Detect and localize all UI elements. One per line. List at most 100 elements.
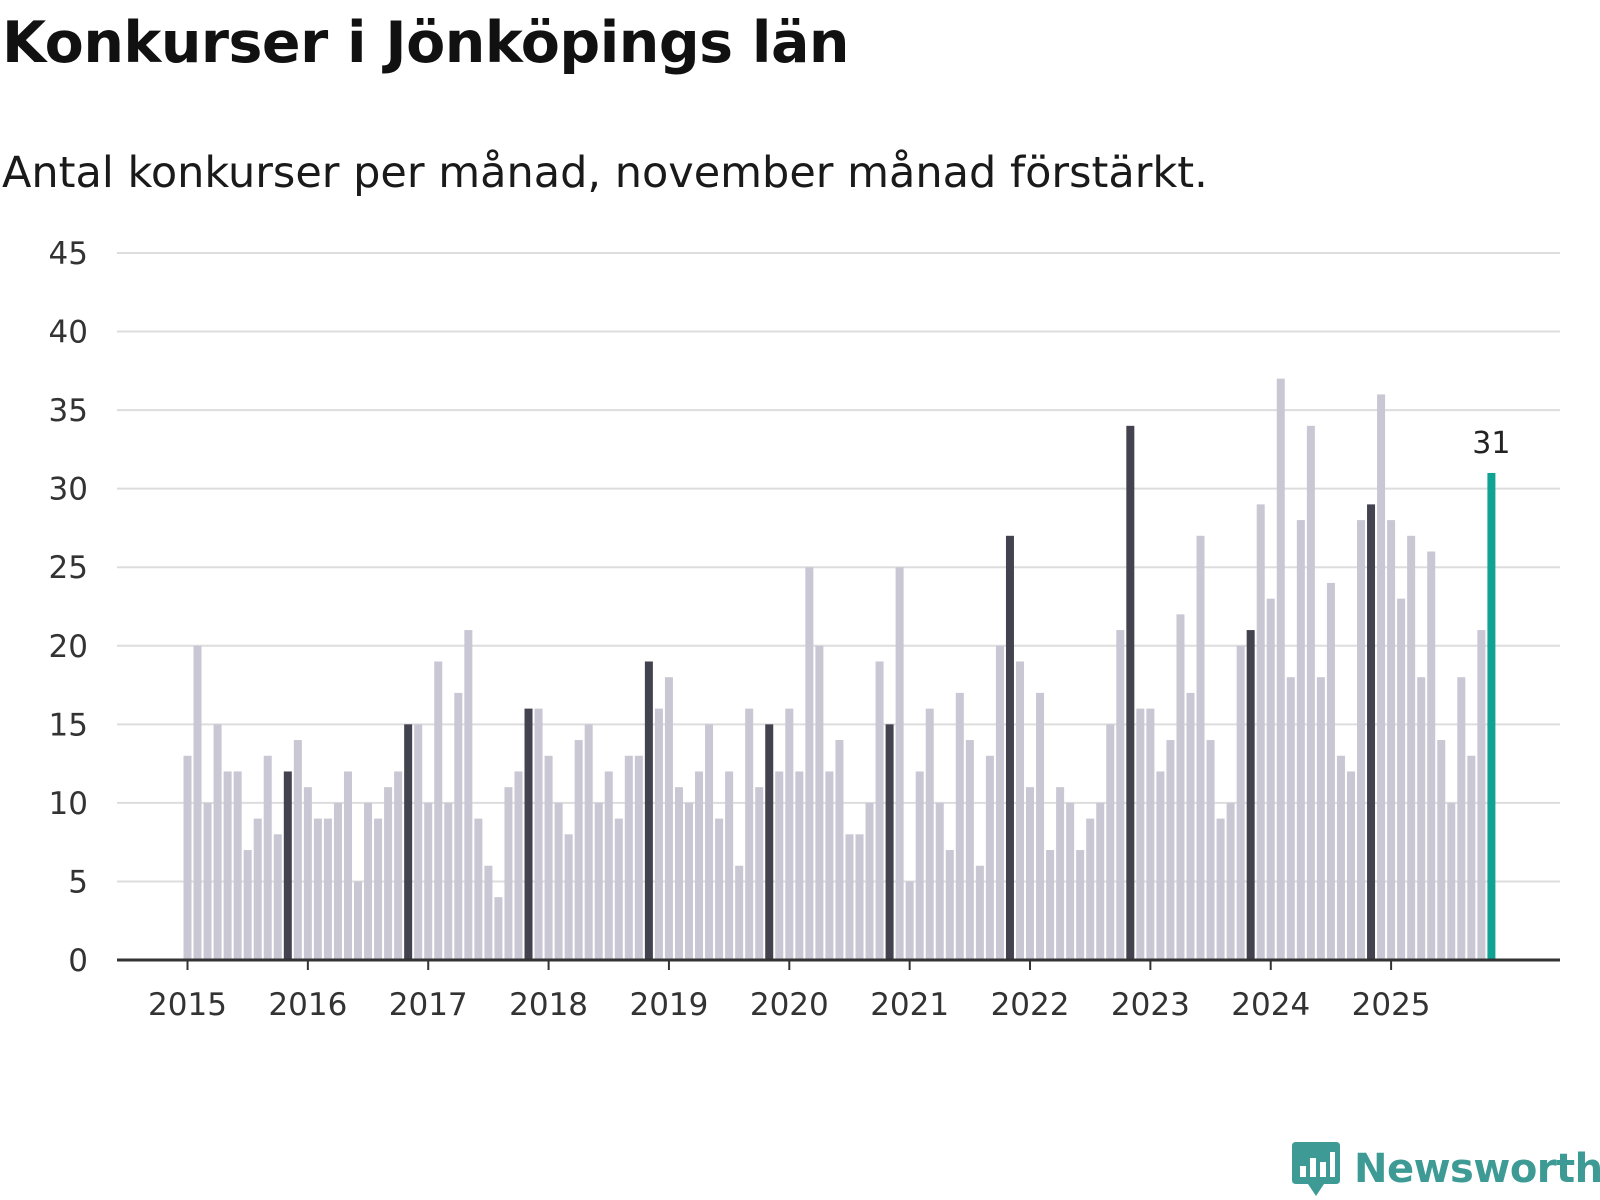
bar — [354, 881, 363, 960]
bar-november — [524, 708, 533, 960]
bar — [825, 771, 834, 960]
bar — [554, 802, 563, 960]
bar — [945, 850, 954, 960]
bar — [504, 787, 513, 960]
bar — [925, 708, 934, 960]
bar — [1316, 677, 1325, 960]
bar — [1166, 740, 1175, 960]
bar — [745, 708, 754, 960]
bar — [1146, 708, 1155, 960]
bar — [1046, 850, 1055, 960]
bar — [935, 802, 944, 960]
x-axis — [117, 958, 1560, 970]
bar — [725, 771, 734, 960]
brand-name: Newsworthy — [1354, 1146, 1600, 1192]
bar — [1206, 740, 1215, 960]
bar — [454, 692, 463, 960]
x-tick-label: 2023 — [1111, 987, 1190, 1023]
bar — [875, 661, 884, 960]
annotations: 31 — [1472, 426, 1510, 461]
bar-november — [283, 771, 292, 960]
bar — [1346, 771, 1355, 960]
y-tick-label: 45 — [49, 236, 88, 272]
bar — [203, 802, 212, 960]
gridlines — [117, 252, 1560, 883]
bar — [1096, 802, 1105, 960]
bar — [263, 755, 272, 960]
bar — [835, 740, 844, 960]
bar — [474, 818, 483, 960]
y-tick-label: 15 — [49, 707, 88, 743]
bar — [705, 724, 714, 960]
bar-november — [885, 724, 894, 960]
bar — [805, 567, 814, 960]
y-axis-tick-labels: 0 5 10 15 20 25 30 35 40 45 — [49, 236, 88, 979]
bar — [1477, 630, 1486, 960]
bar — [1226, 802, 1235, 960]
bar — [1236, 645, 1245, 960]
bar — [534, 708, 543, 960]
bar — [514, 771, 523, 960]
bar — [895, 567, 904, 960]
bar — [1276, 378, 1285, 960]
y-tick-label: 20 — [49, 629, 88, 665]
x-tick-label: 2016 — [268, 987, 347, 1023]
bar — [1437, 740, 1446, 960]
bar — [414, 724, 423, 960]
bar — [303, 787, 312, 960]
chart-subtitle: Antal konkurser per månad, november måna… — [2, 148, 1208, 198]
bar — [364, 802, 373, 960]
y-tick-label: 25 — [49, 550, 88, 586]
bar — [965, 740, 974, 960]
bar — [1266, 598, 1275, 960]
bar — [1086, 818, 1095, 960]
bar — [715, 818, 724, 960]
bar-november — [1126, 425, 1135, 960]
bar — [865, 802, 874, 960]
bar — [1286, 677, 1295, 960]
bar — [1116, 630, 1125, 960]
bar — [444, 802, 453, 960]
bar — [664, 677, 673, 960]
bar — [384, 787, 393, 960]
bar — [995, 645, 1004, 960]
bar — [183, 755, 192, 960]
bar — [313, 818, 322, 960]
bar-november — [1005, 535, 1014, 960]
bar — [1417, 677, 1426, 960]
bar — [1066, 802, 1075, 960]
bar — [795, 771, 804, 960]
bar — [614, 818, 623, 960]
bar — [273, 834, 282, 960]
bar — [1377, 394, 1386, 960]
bar — [1256, 504, 1265, 960]
y-tick-label: 10 — [49, 786, 88, 822]
x-tick-label: 2017 — [389, 987, 468, 1023]
y-tick-label: 40 — [49, 315, 88, 351]
bar — [815, 645, 824, 960]
newsworthy-brand[interactable]: Newsworthy — [1290, 1140, 1600, 1198]
x-tick-label: 2018 — [509, 987, 588, 1023]
bar — [1026, 787, 1035, 960]
bar — [755, 787, 764, 960]
y-tick-label: 5 — [68, 864, 88, 900]
y-tick-label: 0 — [68, 943, 88, 979]
bar-november — [765, 724, 774, 960]
chart-title: Konkurser i Jönköpings län — [2, 10, 849, 76]
x-tick-label: 2021 — [870, 987, 949, 1023]
bars — [183, 378, 1496, 960]
newsworthy-logo-icon — [1292, 1142, 1340, 1196]
bar — [785, 708, 794, 960]
bar — [1457, 677, 1466, 960]
bar — [323, 818, 332, 960]
bar — [735, 865, 744, 960]
bar — [564, 834, 573, 960]
bar — [464, 630, 473, 960]
bar — [915, 771, 924, 960]
bar — [624, 755, 633, 960]
bar — [1056, 787, 1065, 960]
bar — [494, 897, 503, 960]
bar — [1357, 520, 1366, 960]
bar — [333, 802, 342, 960]
bar — [775, 771, 784, 960]
